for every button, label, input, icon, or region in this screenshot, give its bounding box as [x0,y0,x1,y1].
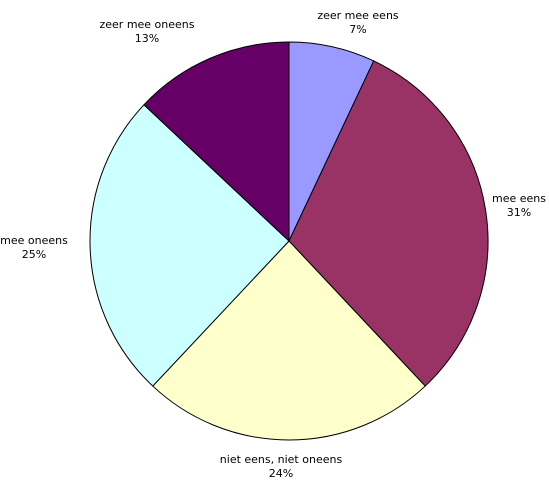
pie-label-name: mee oneens [0,234,68,247]
pie-label-percent: 7% [349,23,366,36]
pie-label-percent: 31% [507,206,531,219]
pie-label-percent: 25% [22,248,46,261]
pie-label-percent: 24% [269,467,293,480]
pie-label-percent: 13% [135,32,159,45]
pie-label-name: zeer mee eens [317,9,399,22]
pie-label-name: niet eens, niet oneens [220,453,343,466]
pie-label-name: zeer mee oneens [99,18,194,31]
pie-slice-mee-oneens [89,104,290,387]
pie-slice-mee-eens [288,60,489,387]
pie-slice-zeer-mee-oneens [143,41,290,243]
pie-slice-niet-eens-niet-oneens [152,240,426,441]
pie-label-name: mee eens [492,192,546,205]
pie-slices [89,41,489,441]
